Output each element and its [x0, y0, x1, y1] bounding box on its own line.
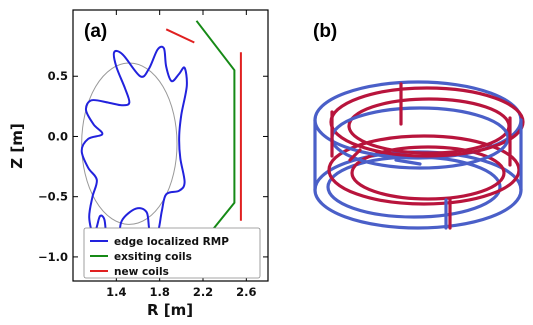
red-ring-lower-outer — [327, 134, 521, 206]
panel-a-plot: 1.4 1.8 2.2 2.6 −1.0 −0.5 0.0 0.5 (a) R [m] Z [… — [8, 9, 269, 319]
x-tick-label: 1.8 — [149, 285, 169, 299]
legend-label-existing-coils: exsiting coils — [114, 251, 192, 263]
x-tick-label: 2.6 — [236, 285, 256, 299]
existing-coil-line — [195, 20, 236, 251]
legend-box — [83, 227, 261, 279]
legend-label-rmp: edge localized RMP — [114, 236, 229, 248]
panel-a-label: (a) — [84, 21, 107, 42]
panel-b-3d-coils: (b) — [313, 21, 525, 230]
edge-localized-rmp-curve — [80, 45, 188, 249]
y-axis-label: Z [m] — [8, 123, 26, 168]
y-tick-label: −0.5 — [38, 190, 68, 204]
x-tick-label: 2.2 — [193, 285, 213, 299]
panel-b-label: (b) — [313, 21, 337, 42]
blue-connector — [394, 158, 422, 166]
legend: edge localized RMP exsiting coils new co… — [83, 227, 261, 279]
y-tick-label: 0.0 — [48, 129, 68, 143]
legend-label-new-coils: new coils — [114, 266, 169, 278]
new-coil-line — [165, 28, 195, 44]
x-tick-label: 1.4 — [106, 285, 126, 299]
y-tick-label: −1.0 — [38, 250, 68, 264]
x-axis-label: R [m] — [147, 301, 193, 319]
red-ring-lower-inner — [350, 145, 506, 201]
red-connector — [348, 148, 362, 162]
y-tick-label: 0.5 — [48, 69, 68, 83]
